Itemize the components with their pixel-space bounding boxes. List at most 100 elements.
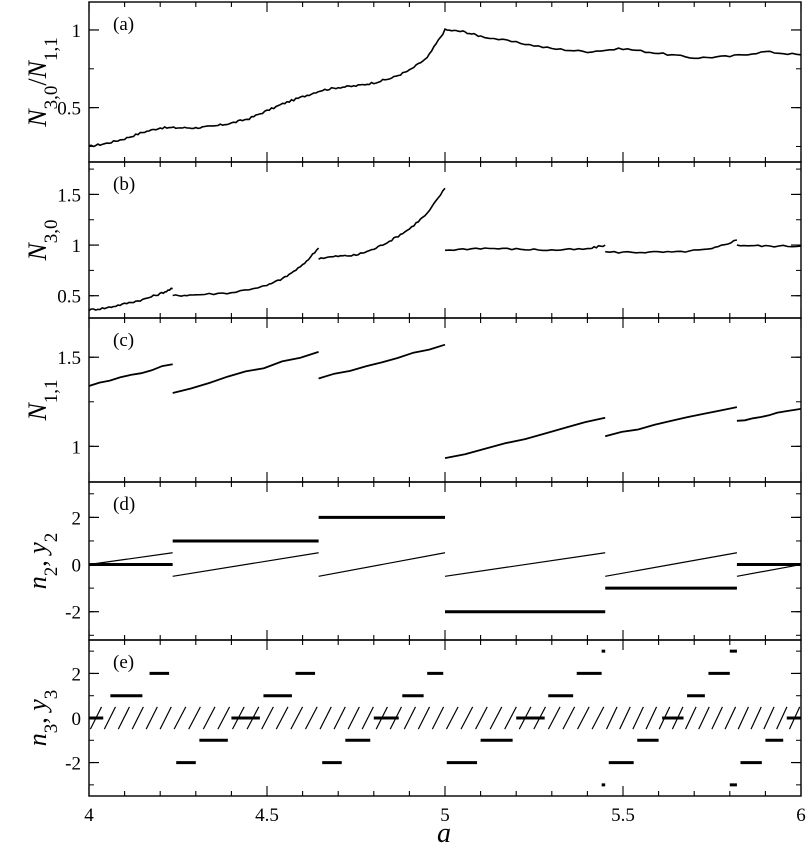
y-axis-label-part: , bbox=[23, 554, 52, 567]
ramp-line bbox=[685, 706, 697, 730]
ramp-line bbox=[318, 552, 446, 577]
y-axis-label-part: 2 bbox=[41, 533, 62, 543]
ramp-line bbox=[711, 706, 723, 730]
x-axis-label: a bbox=[437, 818, 451, 849]
panel-label: (c) bbox=[113, 330, 134, 351]
ramp-line bbox=[261, 706, 274, 730]
y-axis-label-part: y bbox=[23, 699, 52, 714]
y-axis-label: N3,0/N1,1 bbox=[23, 37, 62, 127]
y-axis-label: n3, y3 bbox=[23, 690, 62, 747]
ramp-line bbox=[562, 706, 576, 730]
series-line bbox=[89, 363, 173, 387]
ramp-line bbox=[403, 706, 417, 730]
y-axis-label: N1,1 bbox=[23, 379, 62, 421]
y-tick-label: 2 bbox=[72, 664, 82, 685]
y-axis-label-part: 1,1 bbox=[41, 379, 62, 403]
ramp-line bbox=[619, 706, 631, 730]
ramp-line bbox=[375, 706, 388, 730]
ramp-line bbox=[117, 706, 130, 730]
series-line bbox=[172, 351, 319, 394]
y-tick-label: 0 bbox=[72, 556, 82, 577]
ramp-line bbox=[698, 706, 710, 730]
ramp-line bbox=[304, 706, 318, 730]
ramp-line bbox=[347, 706, 360, 730]
panel-e: -202(e)n3, y3 bbox=[23, 639, 802, 797]
x-tick-label: 5 bbox=[440, 805, 450, 826]
ramp-line bbox=[645, 706, 658, 730]
y-axis-label-part: y bbox=[23, 542, 52, 557]
ramp-line bbox=[444, 552, 606, 577]
y-tick-label: 1.5 bbox=[57, 185, 81, 206]
plot-area bbox=[89, 343, 801, 459]
ramp-line bbox=[737, 706, 749, 730]
ramp-line bbox=[275, 706, 289, 730]
ramp-line bbox=[460, 706, 474, 730]
plot-area bbox=[89, 187, 801, 312]
panel-label: (a) bbox=[113, 14, 134, 35]
x-tick-label: 4 bbox=[84, 805, 94, 826]
ramp-line bbox=[632, 706, 644, 730]
ramp-line bbox=[202, 706, 216, 730]
y-axis-label-part: N bbox=[23, 402, 52, 422]
y-axis-label: N3,0 bbox=[23, 219, 62, 261]
ramp-line bbox=[724, 706, 737, 730]
y-tick-label: 1 bbox=[72, 437, 82, 458]
plot-area bbox=[89, 649, 801, 787]
y-tick-label: 1 bbox=[72, 236, 82, 257]
panel-a: 0.51 (a)N3,0/N1,1 bbox=[23, 1, 802, 163]
y-tick-label: -2 bbox=[65, 754, 81, 775]
ramp-line bbox=[489, 706, 503, 730]
ramp-line bbox=[89, 552, 173, 566]
plot-area bbox=[89, 515, 801, 614]
panel-label: (d) bbox=[113, 494, 135, 515]
ramp-line bbox=[188, 706, 201, 730]
ramp-line bbox=[475, 706, 488, 730]
series-line bbox=[318, 187, 446, 260]
y-axis-label-part: 1,1 bbox=[41, 37, 62, 61]
ramp-line bbox=[445, 706, 459, 730]
series-line bbox=[736, 244, 801, 248]
y-tick-label: 0 bbox=[72, 709, 82, 730]
y-axis-label-part: / bbox=[23, 78, 52, 86]
y-axis-label-part: 3 bbox=[41, 690, 62, 700]
ramp-line bbox=[319, 706, 332, 730]
panel-b: 0.5 1 1.5 (b) N3,0 bbox=[23, 161, 802, 319]
panel-d: -202(d)n2, y2 bbox=[23, 481, 802, 641]
ramp-line bbox=[246, 706, 260, 730]
y-axis-label-part: N bbox=[23, 242, 52, 262]
ramp-line bbox=[389, 706, 403, 730]
ramp-line bbox=[576, 706, 590, 730]
ramp-line bbox=[159, 706, 172, 730]
ramp-line bbox=[605, 706, 618, 730]
ramp-line bbox=[361, 706, 374, 730]
y-axis-label-part: n bbox=[23, 733, 52, 746]
ramp-line bbox=[231, 706, 245, 730]
ramp-line bbox=[504, 706, 517, 730]
y-axis-label-part: N bbox=[23, 108, 52, 128]
x-tick-label: 6 bbox=[796, 805, 806, 826]
series-line bbox=[604, 406, 738, 438]
panels: 0.51 (a)N3,0/N1,10.511.5(b)N3,011.5(c)N1,… bbox=[23, 1, 806, 826]
ramp-line bbox=[145, 706, 158, 730]
ramp-line bbox=[518, 706, 532, 730]
panel-frame bbox=[88, 639, 802, 797]
y-axis-label-part: 3,0 bbox=[41, 219, 62, 243]
y-tick-label: 0.5 bbox=[57, 99, 81, 120]
y-tick-label: -2 bbox=[65, 603, 81, 624]
ramp-line bbox=[131, 706, 144, 730]
panel-c: 1 1.5 (c) N1,1 bbox=[23, 317, 802, 483]
ramp-line bbox=[217, 706, 231, 730]
ramp-line bbox=[736, 563, 801, 577]
ramp-line bbox=[103, 706, 117, 730]
x-tick-label: 5.5 bbox=[611, 805, 635, 826]
ramp-line bbox=[290, 706, 304, 730]
ramp-line bbox=[605, 552, 738, 577]
y-tick-label: 2 bbox=[72, 508, 82, 529]
y-tick-label: 1.5 bbox=[57, 348, 81, 369]
y-axis-label: n2, y2 bbox=[23, 533, 62, 590]
y-axis-label-part: n bbox=[23, 576, 52, 589]
series-line bbox=[736, 408, 801, 422]
series-line bbox=[605, 239, 738, 254]
ramp-line bbox=[417, 706, 431, 730]
series-line bbox=[89, 28, 801, 148]
